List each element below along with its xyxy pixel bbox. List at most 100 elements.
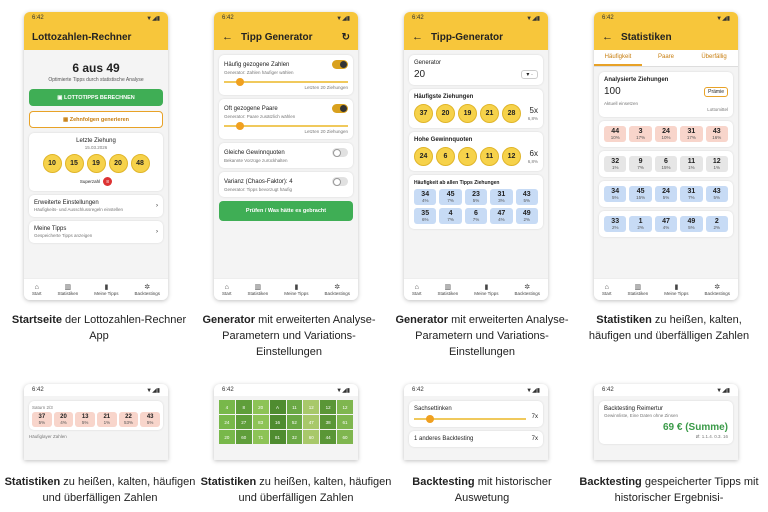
signal-icon: ▼◢▮ (336, 387, 350, 394)
dropdown-icon[interactable]: ▾ · (521, 70, 538, 79)
nav-statistics[interactable]: ▥ Statistiken (57, 283, 78, 296)
pairs-toggle[interactable] (332, 104, 348, 113)
stats-cell: 1 2% (629, 216, 652, 232)
table-cell: 34 4% (414, 189, 437, 205)
slider-knob[interactable] (426, 415, 434, 423)
nav-start[interactable]: ⌂ Start (602, 284, 612, 296)
nav-statistics[interactable]: ▥ Statistiken (247, 283, 268, 296)
heatmap-cell: 27 (235, 415, 252, 429)
tab-frequency[interactable]: Häufigkeit (594, 50, 642, 66)
back-arrow-icon[interactable]: ← (222, 31, 233, 43)
calendar-icon: ▣ (57, 94, 64, 101)
stats-cell: 24 5% (654, 186, 678, 202)
setting-label: Varianz (Chaos-Faktor): 4 (224, 178, 293, 185)
nav-my-tips[interactable]: ▮ Meine Tipps (664, 283, 688, 296)
variance-toggle[interactable] (332, 177, 348, 186)
my-tips-label: Meine Tipps (34, 226, 67, 232)
variance-card: Varianz (Chaos-Faktor): 4 Generator: Tip… (219, 172, 353, 197)
nav-label: Statistiken (247, 291, 269, 296)
backtest-item[interactable]: 1 anderes Backtesting 7x (409, 431, 543, 447)
table-cell: 43 5% (515, 189, 538, 205)
gear-icon: ✲ (334, 284, 341, 291)
status-bar: 6:42 ▼◢▮ (594, 12, 738, 24)
tab-pairs[interactable]: Paare (657, 54, 674, 60)
nav-label: Backtestings (324, 291, 350, 296)
stats-cell: 43 5% (705, 186, 728, 202)
cell-percent: 5% (81, 420, 89, 425)
nav-label: Backtestings (134, 291, 160, 296)
backtest-value: 7x (531, 414, 538, 420)
nav-label: Backtestings (514, 291, 540, 296)
stats-cell: 45 15% (629, 186, 652, 202)
home-icon: ⌂ (604, 283, 609, 291)
slider-knob[interactable] (236, 78, 244, 86)
cell-percent: 4% (60, 420, 67, 425)
back-arrow-icon[interactable]: ← (602, 31, 613, 43)
nav-start[interactable]: ⌂ Start (32, 284, 42, 296)
range-label: Letzten 20 Ziehungen (304, 85, 348, 90)
cell-number: 11 (687, 158, 696, 165)
heatmap-cell: 8 (235, 400, 252, 414)
refresh-icon[interactable]: ↻ (341, 31, 350, 43)
nav-my-tips[interactable]: ▮ Meine Tipps (284, 283, 308, 296)
calculate-label: LOTTOTIPPS BERECHNEN (63, 94, 135, 101)
cell-number: 31 (687, 128, 696, 135)
status-bar: 6:42 ▼◢▮ (24, 12, 168, 24)
cell-percent: 5% (146, 420, 154, 425)
cell-number: 6 (664, 158, 668, 165)
filter-select[interactable]: Lottomittel (707, 107, 728, 112)
pairs-slider[interactable] (224, 122, 348, 130)
cell-percent: 15% (636, 195, 646, 200)
stats-cell: 12 1% (705, 156, 728, 172)
result-label: Backtesting Reimertur (604, 406, 664, 412)
nav-backtesting[interactable]: ✲ Backtestings (324, 283, 350, 296)
nav-backtesting[interactable]: ✲ Backtestings (134, 283, 160, 296)
status-time: 6:42 (222, 387, 234, 393)
nav-statistics[interactable]: ▥ Statistiken (437, 283, 458, 296)
nav-backtesting[interactable]: ✲ Backtestings (514, 283, 540, 296)
count: 6x (529, 149, 538, 158)
check-button[interactable]: Prüfen / Was hätte es gebracht (219, 201, 353, 221)
bookmark-icon: ▮ (484, 284, 489, 291)
nav-backtesting[interactable]: ✲ Backtestings (704, 283, 730, 296)
bottom-nav: ⌂ Start ▥ Statistiken ▮ Meine Tipps ✲ Backte… (24, 278, 168, 300)
calculate-button[interactable]: ▣ LOTTOTIPPS BERECHNEN (29, 89, 163, 106)
back-arrow-icon[interactable]: ← (412, 31, 423, 43)
nav-my-tips[interactable]: ▮ Meine Tipps (94, 283, 118, 296)
phone-home: 6:42 ▼◢▮ Lottozahlen-Rechner 6 aus 49 Opt… (24, 12, 168, 300)
nav-statistics[interactable]: ▥ Statistiken (627, 283, 648, 296)
nav-start[interactable]: ⌂ Start (412, 284, 422, 296)
cell-number: 2 (714, 218, 719, 225)
nav-start[interactable]: ⌂ Start (222, 284, 232, 296)
analysis-value[interactable]: 100 (604, 86, 621, 97)
advanced-settings-item[interactable]: Erweiterte Einstellungen Häufigkeits- und… (29, 195, 163, 217)
cell-number: 22 (125, 414, 132, 420)
phone-backtest-result: 6:42 ▼◢▮ Backtesting Reimertur Gewinnlist… (594, 384, 738, 460)
nav-my-tips[interactable]: ▮ Meine Tipps (474, 283, 498, 296)
tab-overdue[interactable]: Überfällig (701, 54, 727, 60)
frequent-slider[interactable] (224, 78, 348, 86)
table-cell: 4 7% (439, 208, 462, 224)
heatmap-cell: 11 (286, 400, 303, 414)
caption-stats-3: Statistiken zu heißen, kalten, häufigen … (200, 476, 392, 504)
stats-cell: 44 10% (604, 126, 627, 142)
backtest-slider[interactable] (414, 415, 526, 423)
quotas-toggle[interactable] (332, 148, 348, 157)
chart-icon: ▥ (634, 284, 642, 291)
frequent-toggle[interactable] (332, 60, 348, 69)
stats-cell: 47 4% (654, 216, 678, 232)
nav-label: Statistiken (57, 291, 79, 296)
cell-number: 1 (638, 218, 643, 225)
stats-cell: 37 5% (32, 412, 52, 427)
slider-knob[interactable] (236, 122, 244, 130)
nav-label: Start (411, 290, 422, 296)
generate-button[interactable]: ▦ Zehnfolgen generieren (29, 111, 163, 128)
frequency-table: 34 4% 45 7% 23 5% 31 3% 43 5% 35 6% 4 7% 6 7% 47 4% 49 2% (414, 189, 538, 224)
cell-number: 21 (103, 414, 111, 420)
heatmap-cell: 20 (252, 400, 269, 414)
my-tips-item[interactable]: Meine Tipps Gespeicherte Tipps anzeigen › (29, 221, 163, 243)
ball: 24 (414, 147, 433, 166)
premium-button[interactable]: Prämie (704, 86, 728, 97)
